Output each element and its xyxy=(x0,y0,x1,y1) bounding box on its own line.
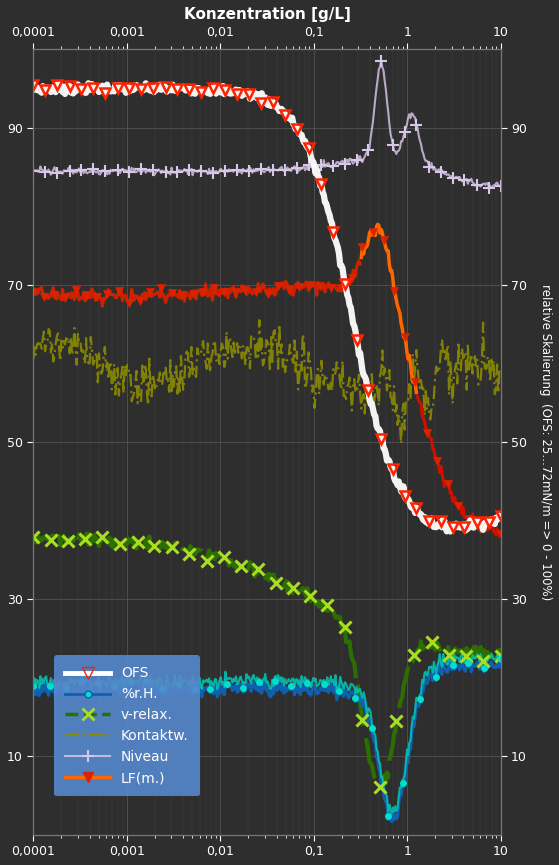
X-axis label: Konzentration [g/L]: Konzentration [g/L] xyxy=(183,7,350,22)
Y-axis label: relative Skalierung  (OFS: 25…72mN/m => 0 - 100%): relative Skalierung (OFS: 25…72mN/m => 0… xyxy=(539,284,552,600)
Legend: OFS, %r.H., v-relax., Kontaktw., Niveau, LF(m.): OFS, %r.H., v-relax., Kontaktw., Niveau,… xyxy=(54,656,200,797)
